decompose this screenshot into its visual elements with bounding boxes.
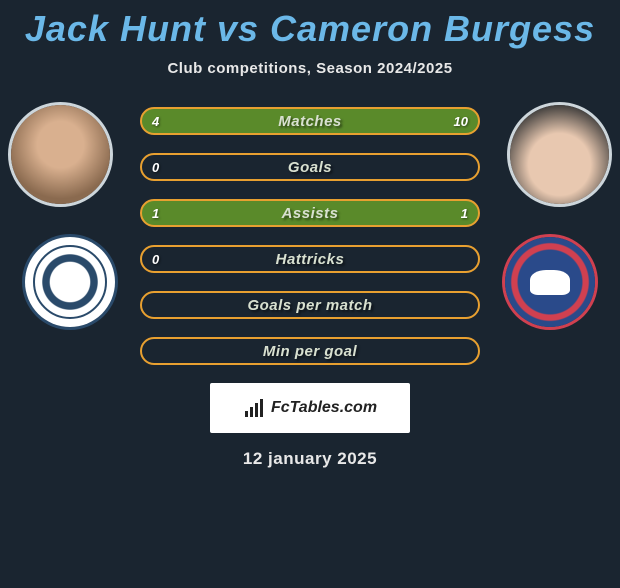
stat-label: Min per goal <box>263 343 357 360</box>
subtitle: Club competitions, Season 2024/2025 <box>0 60 620 77</box>
stat-row: Min per goal <box>140 337 480 365</box>
player1-avatar <box>8 102 113 207</box>
player2-avatar <box>507 102 612 207</box>
date-text: 12 january 2025 <box>0 449 620 469</box>
stat-right-value: 1 <box>461 206 468 221</box>
player1-club-badge <box>25 237 115 327</box>
stat-label: Hattricks <box>276 251 345 268</box>
stat-label: Goals per match <box>247 297 372 314</box>
stat-label: Matches <box>278 113 342 130</box>
stats-bars: 4Matches100Goals1Assists10HattricksGoals… <box>140 102 480 365</box>
player2-club-badge <box>505 237 595 327</box>
vs-text: vs <box>217 8 259 49</box>
stat-right-value: 10 <box>454 114 468 129</box>
comparison-title: Jack Hunt vs Cameron Burgess <box>0 8 620 50</box>
branding-text: FcTables.com <box>271 399 377 417</box>
branding-badge: FcTables.com <box>210 383 410 433</box>
stat-row: 4 Matches 10 <box>140 107 480 135</box>
player1-name: Jack Hunt <box>25 8 206 49</box>
stat-label: Assists <box>282 205 339 222</box>
stat-row: 1 Assists 1 <box>140 199 480 227</box>
stat-label: Goals <box>288 159 332 176</box>
stat-left-value: 1 <box>152 206 159 221</box>
stat-row: Goals per match <box>140 291 480 319</box>
stat-row: 0 Hattricks <box>140 245 480 273</box>
fctables-icon <box>243 397 265 419</box>
player2-name: Cameron Burgess <box>270 8 595 49</box>
stat-left-value: 0 <box>152 252 159 267</box>
stat-left-value: 4 <box>152 114 159 129</box>
stat-row: 0 Goals <box>140 153 480 181</box>
comparison-content: 4Matches100Goals1Assists10HattricksGoals… <box>0 102 620 469</box>
stat-left-value: 0 <box>152 160 159 175</box>
